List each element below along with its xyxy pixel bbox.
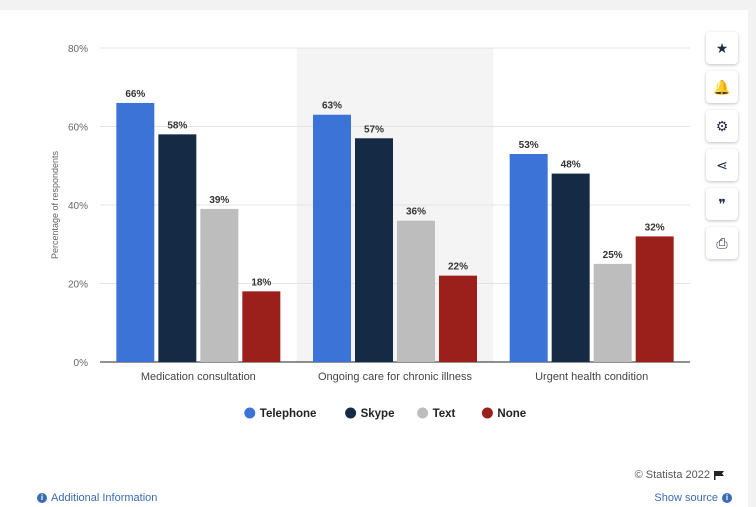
data-label: 48% — [561, 160, 581, 171]
data-label: 18% — [251, 277, 271, 288]
bar — [593, 263, 632, 362]
legend-label: Text — [433, 408, 456, 420]
data-label: 22% — [448, 262, 468, 273]
bar — [242, 291, 281, 362]
bar — [397, 220, 435, 362]
legend-label: None — [497, 408, 526, 420]
info-icon: i — [37, 493, 47, 503]
chart-card: 0% 20% 40% 60% 80% Percentage of respondents 6… — [0, 10, 748, 507]
bar — [116, 102, 155, 362]
bar — [509, 153, 548, 362]
x-tick-label: Ongoing care for chronic illness — [318, 371, 473, 383]
x-tick-label: Medication consultation — [141, 371, 256, 383]
additional-information-link[interactable]: i Additional Information — [37, 492, 157, 504]
share-icon[interactable]: ⋖ — [706, 149, 738, 181]
data-label: 36% — [406, 207, 426, 218]
y-tick-label: 40% — [68, 201, 88, 212]
gear-icon[interactable]: ⚙ — [706, 110, 738, 142]
y-tick-label: 20% — [68, 280, 88, 291]
data-label: 63% — [322, 101, 342, 112]
bar — [200, 208, 239, 362]
legend-marker — [417, 407, 429, 419]
additional-information-label: Additional Information — [51, 492, 158, 504]
bar — [355, 138, 393, 362]
flag-icon[interactable] — [714, 470, 724, 480]
y-tick-label: 0% — [74, 358, 89, 369]
x-tick-label: Urgent health condition — [535, 371, 648, 383]
bar — [551, 173, 590, 362]
y-axis-label: Percentage of respondents — [50, 150, 60, 259]
bar-chart: 0% 20% 40% 60% 80% Percentage of respondents 6… — [50, 44, 690, 420]
data-label: 39% — [209, 195, 229, 206]
y-tick-label: 80% — [68, 44, 88, 55]
data-label: 32% — [645, 222, 665, 233]
star-icon[interactable]: ★ — [706, 32, 738, 64]
legend-marker — [345, 407, 357, 419]
show-source-link[interactable]: Show source i — [654, 492, 732, 504]
legend-label: Telephone — [260, 408, 317, 420]
info-icon: i — [722, 493, 732, 503]
quote-icon[interactable]: ❞ — [706, 188, 738, 220]
bar — [313, 114, 351, 362]
show-source-label: Show source — [654, 492, 718, 504]
bar — [635, 236, 674, 362]
data-label: 58% — [167, 120, 187, 131]
y-tick-label: 60% — [68, 123, 88, 134]
data-label: 25% — [603, 250, 623, 261]
legend-marker — [244, 407, 256, 419]
data-label: 66% — [125, 89, 145, 100]
toolbar-sidebar: ★ 🔔 ⚙ ⋖ ❞ ⎙ — [706, 32, 738, 259]
bar — [439, 275, 477, 362]
print-icon[interactable]: ⎙ — [706, 227, 738, 259]
data-label: 57% — [364, 124, 384, 135]
bar — [158, 134, 197, 362]
statista-credit: © Statista 2022 — [635, 469, 724, 481]
legend-label: Skype — [361, 408, 395, 420]
data-label: 53% — [519, 140, 539, 151]
legend-marker — [481, 407, 493, 419]
bell-icon[interactable]: 🔔 — [706, 71, 738, 103]
credit-text: © Statista 2022 — [634, 469, 710, 481]
